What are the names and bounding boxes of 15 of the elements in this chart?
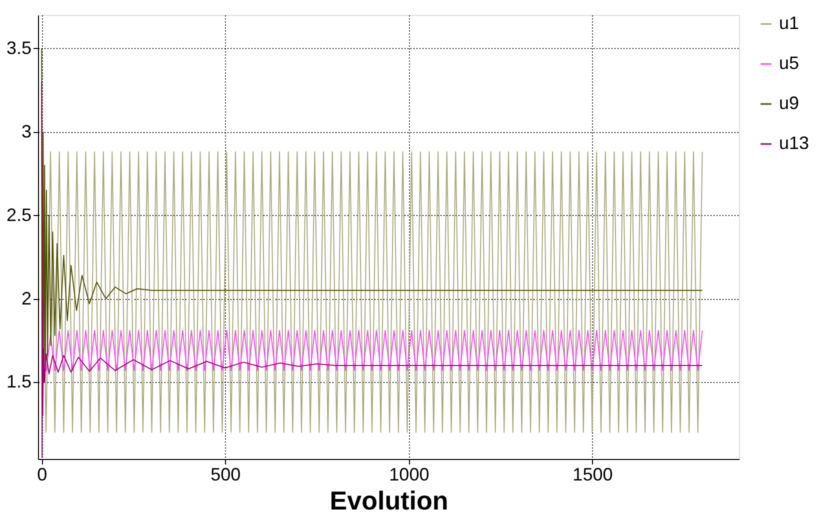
x-axis-title: Evolution [330,486,448,516]
y-tick-label: 2 [21,288,32,308]
x-tick-label: 500 [210,464,241,484]
y-tick-label: 3 [21,121,32,142]
legend-label: u1 [779,13,800,33]
line-series [41,81,703,458]
legend-label: u13 [779,133,810,153]
x-tick-label: 1000 [389,464,430,484]
x-tick-label: 1500 [572,464,613,484]
legend-label: u5 [779,53,800,73]
y-tick-label: 3.5 [6,38,32,58]
y-tick-label: 1.5 [6,372,32,392]
x-tick-label: 0 [37,464,48,484]
y-tick-label: 2.5 [6,204,32,225]
legend-label: u9 [779,93,800,113]
